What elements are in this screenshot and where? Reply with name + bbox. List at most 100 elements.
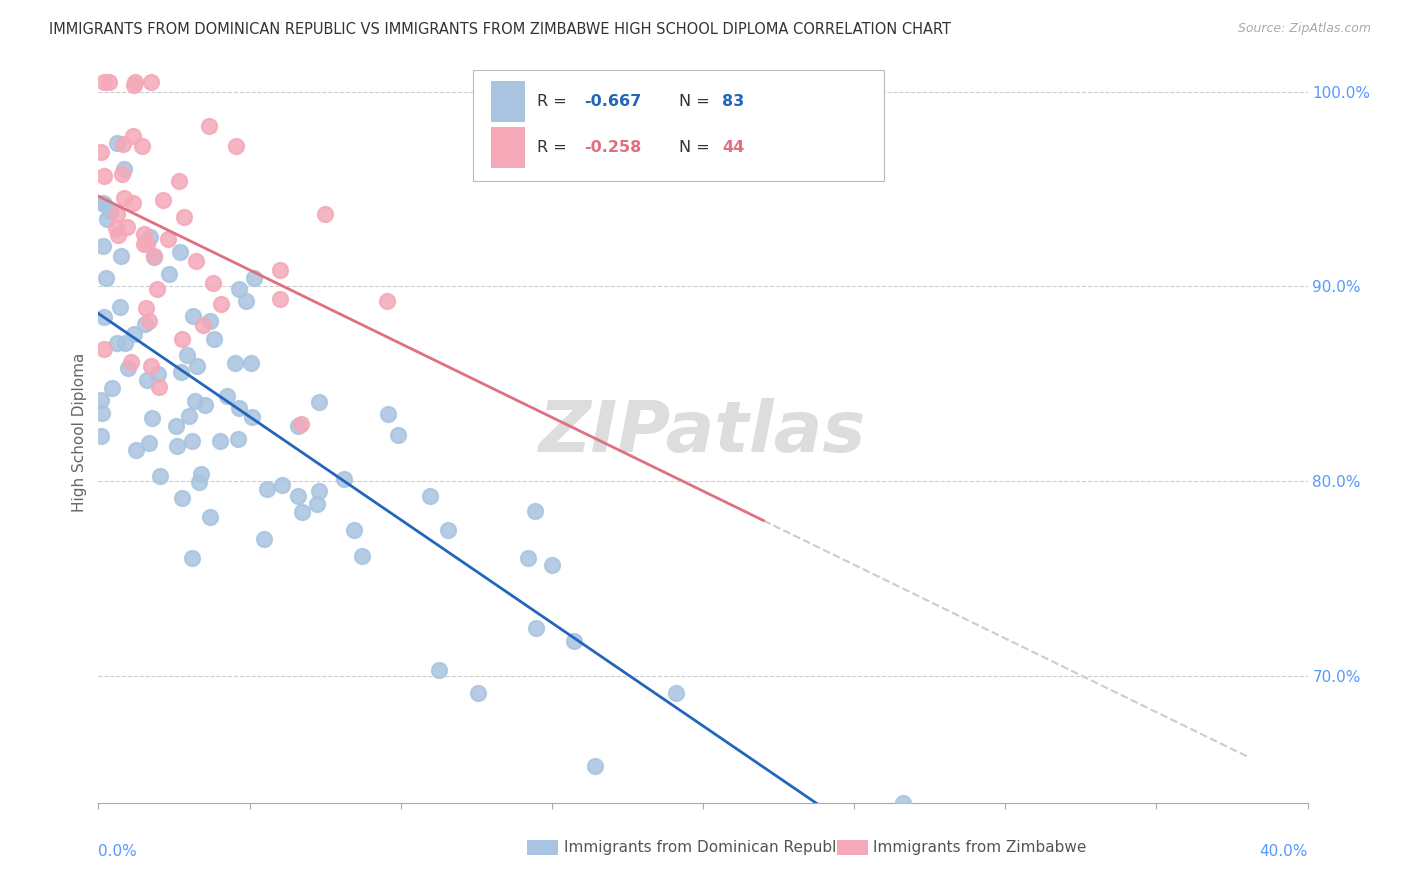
Point <box>240 356 263 370</box>
Point <box>181 551 204 566</box>
Point <box>135 301 157 315</box>
Point <box>170 332 193 346</box>
Point <box>427 664 450 678</box>
Point <box>270 478 292 492</box>
Point <box>157 268 180 282</box>
Point <box>269 262 291 277</box>
Point <box>176 348 198 362</box>
Text: -0.258: -0.258 <box>585 140 641 155</box>
FancyBboxPatch shape <box>474 70 884 181</box>
Point <box>166 439 188 453</box>
Text: Source: ZipAtlas.com: Source: ZipAtlas.com <box>1237 22 1371 36</box>
Point <box>139 75 162 89</box>
Point <box>94 271 117 285</box>
Point <box>131 138 153 153</box>
Point <box>225 138 247 153</box>
Point <box>110 300 132 314</box>
Text: 40.0%: 40.0% <box>1260 844 1308 858</box>
FancyBboxPatch shape <box>492 128 526 168</box>
Point <box>375 293 398 308</box>
Text: Immigrants from Zimbabwe: Immigrants from Zimbabwe <box>873 840 1087 855</box>
Point <box>893 796 915 810</box>
Point <box>139 359 162 374</box>
FancyBboxPatch shape <box>492 81 526 122</box>
Point <box>235 293 257 308</box>
Point <box>183 393 205 408</box>
Point <box>291 505 314 519</box>
Text: 0.0%: 0.0% <box>98 844 138 858</box>
Point <box>308 395 330 409</box>
Point <box>240 409 263 424</box>
Point <box>139 229 162 244</box>
Point <box>169 245 191 260</box>
Point <box>228 282 250 296</box>
Point <box>122 326 145 341</box>
Point <box>523 504 546 518</box>
Point <box>200 510 222 524</box>
Point <box>193 318 215 333</box>
Point <box>148 380 170 394</box>
Text: N =: N = <box>679 95 714 109</box>
Point <box>184 253 207 268</box>
Point <box>287 418 309 433</box>
Y-axis label: High School Diploma: High School Diploma <box>72 353 87 512</box>
Point <box>107 228 129 243</box>
Text: ZIPatlas: ZIPatlas <box>540 398 866 467</box>
Point <box>583 759 606 773</box>
Point <box>333 472 356 486</box>
Point <box>202 332 225 346</box>
Point <box>90 406 112 420</box>
Point <box>90 145 112 160</box>
Point <box>114 335 136 350</box>
Point <box>90 429 112 443</box>
Text: R =: R = <box>537 140 572 155</box>
Point <box>152 193 174 207</box>
Point <box>350 549 373 563</box>
Point <box>96 211 118 226</box>
Point <box>165 418 187 433</box>
Point <box>105 336 128 351</box>
Point <box>211 297 233 311</box>
Point <box>228 401 250 416</box>
Point <box>181 309 204 323</box>
Point <box>377 408 399 422</box>
Point <box>516 551 538 566</box>
Point <box>105 136 128 150</box>
Point <box>125 443 148 458</box>
Point <box>253 532 276 546</box>
Point <box>132 237 155 252</box>
Point <box>91 238 114 252</box>
Point <box>190 467 212 482</box>
Point <box>124 75 146 89</box>
Point <box>194 397 217 411</box>
Text: R =: R = <box>537 95 572 109</box>
Point <box>134 317 156 331</box>
Text: IMMIGRANTS FROM DOMINICAN REPUBLIC VS IMMIGRANTS FROM ZIMBABWE HIGH SCHOOL DIPLO: IMMIGRANTS FROM DOMINICAN REPUBLIC VS IM… <box>49 22 952 37</box>
Point <box>215 389 238 403</box>
Point <box>467 686 489 700</box>
Point <box>143 249 166 263</box>
Point <box>93 75 115 89</box>
Point <box>121 195 143 210</box>
Point <box>181 434 204 449</box>
Point <box>136 373 159 387</box>
Point <box>93 342 115 356</box>
Point <box>112 192 135 206</box>
Point <box>665 686 688 700</box>
Point <box>111 167 134 181</box>
Point <box>169 174 191 188</box>
Point <box>104 221 127 235</box>
Point <box>146 281 169 295</box>
Point <box>110 249 132 263</box>
Point <box>287 489 309 503</box>
Point <box>122 78 145 93</box>
Text: Immigrants from Dominican Republic: Immigrants from Dominican Republic <box>564 840 849 855</box>
Point <box>93 169 115 183</box>
Point <box>436 523 458 537</box>
Point <box>100 381 122 395</box>
Point <box>105 207 128 221</box>
Point <box>91 195 114 210</box>
Point <box>224 356 246 370</box>
Point <box>201 276 224 290</box>
Point <box>208 434 231 448</box>
